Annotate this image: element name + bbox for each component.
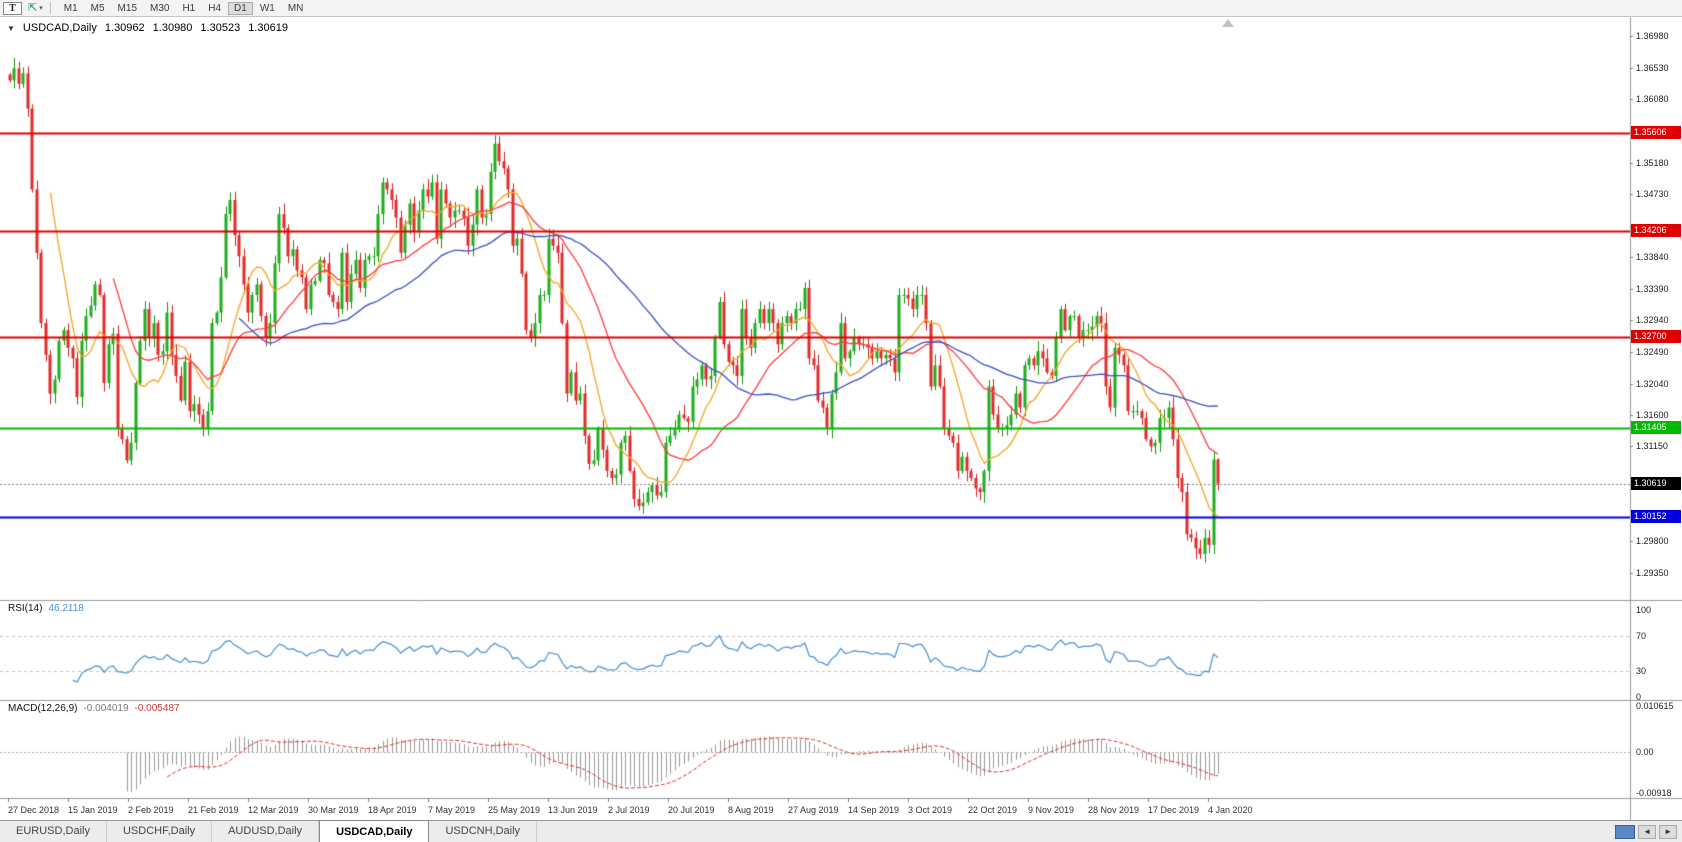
toolbar-separator: [49, 2, 51, 14]
date-axis-label: 4 Jan 2020: [1208, 805, 1253, 815]
rsi-indicator-name: RSI(14): [8, 603, 43, 614]
date-axis-label: 30 Mar 2019: [308, 805, 359, 815]
price-axis-label: 1.29800: [1636, 536, 1669, 547]
timeframe-h4-button[interactable]: H4: [208, 2, 222, 14]
price-axis-label: 1.36530: [1636, 62, 1669, 73]
macd-indicator-name: MACD(12,26,9): [8, 703, 78, 714]
timeframe-m15-button[interactable]: M15: [117, 2, 137, 14]
tab-usdchf-daily[interactable]: USDCHF,Daily: [107, 821, 213, 842]
text-tool-button[interactable]: T: [3, 1, 22, 15]
timeframe-d1-button[interactable]: D1: [228, 1, 253, 15]
price-line-badge: 1.31405: [1631, 421, 1681, 435]
date-axis-label: 22 Oct 2019: [968, 805, 1018, 815]
date-axis-label: 25 May 2019: [488, 805, 541, 815]
price-axis-label: 1.33840: [1636, 251, 1669, 262]
price-line-badge: 1.34206: [1631, 224, 1681, 238]
rsi-axis-label: 30: [1636, 665, 1647, 676]
date-axis-label: 8 Aug 2019: [728, 805, 774, 815]
date-axis-label: 18 Apr 2019: [368, 805, 417, 815]
cursor-tool-icon[interactable]: ⇱: [28, 1, 38, 14]
tab-eurusd-daily[interactable]: EURUSD,Daily: [0, 821, 107, 842]
timeframe-w1-button[interactable]: W1: [259, 2, 275, 14]
date-axis-label: 12 Mar 2019: [248, 805, 299, 815]
macd-indicator-header: MACD(12,26,9) -0.004019 -0.005487: [8, 703, 180, 714]
date-axis-label: 27 Dec 2018: [8, 805, 60, 815]
dropdown-caret-icon[interactable]: ▾: [39, 5, 43, 12]
date-axis-label: 21 Feb 2019: [188, 805, 239, 815]
price-axis-label: 1.36980: [1636, 31, 1669, 41]
macd-axis-label: -0.00918: [1636, 788, 1672, 798]
rsi-indicator-header: RSI(14) 46.2118: [8, 603, 84, 614]
tab-scrollbar: ◄ ►: [1615, 821, 1682, 842]
date-axis-label: 28 Nov 2019: [1088, 805, 1140, 815]
price-line-badge: 1.30619: [1631, 476, 1681, 490]
date-axis-label: 20 Jul 2019: [668, 805, 715, 815]
date-axis-label: 7 May 2019: [428, 805, 476, 815]
tab-usdcad-daily[interactable]: USDCAD,Daily: [319, 820, 430, 842]
tab-scroll-thumb[interactable]: [1615, 824, 1636, 839]
tab-usdcnh-daily[interactable]: USDCNH,Daily: [429, 821, 538, 842]
macd-main-value: -0.004019: [83, 703, 129, 714]
timeframe-m5-button[interactable]: M5: [90, 2, 105, 14]
chart-tab-bar: EURUSD,Daily USDCHF,Daily AUDUSD,Daily U…: [0, 820, 1682, 842]
price-axis-label: 1.31600: [1636, 409, 1669, 420]
ohlc-low-value: 1.30523: [200, 22, 241, 34]
price-axis-label: 1.33390: [1636, 283, 1669, 294]
price-axis-label: 1.32040: [1636, 378, 1669, 389]
date-axis-label: 27 Aug 2019: [788, 805, 839, 815]
timeframe-h1-button[interactable]: H1: [182, 2, 196, 14]
top-toolbar: T ⇱ ▾ M1 M5 M15 M30 H1 H4 D1 W1 MN: [0, 0, 1682, 17]
price-axis-label: 1.31150: [1636, 441, 1668, 452]
rsi-indicator-value: 46.2118: [48, 603, 84, 614]
timeframe-m30-button[interactable]: M30: [150, 2, 170, 14]
price-axis-label: 1.29350: [1636, 567, 1669, 578]
tab-scroll-right-icon[interactable]: ►: [1659, 824, 1677, 839]
rsi-axis-label: 0: [1636, 692, 1642, 702]
ohlc-high-value: 1.30980: [152, 22, 193, 34]
timeframe-mn-button[interactable]: MN: [287, 2, 304, 14]
date-axis-label: 2 Feb 2019: [128, 805, 174, 815]
date-axis-label: 15 Jan 2019: [68, 805, 118, 815]
ohlc-close-value: 1.30619: [248, 22, 288, 34]
price-axis-label: 1.35180: [1636, 157, 1669, 168]
date-axis-label: 13 Jun 2019: [548, 805, 598, 815]
price-axis-label: 1.32490: [1636, 346, 1669, 357]
timeframe-m1-button[interactable]: M1: [63, 2, 78, 14]
date-axis-label: 9 Nov 2019: [1028, 805, 1075, 815]
rsi-axis-label: 70: [1636, 631, 1647, 642]
ohlc-open-value: 1.30962: [104, 22, 145, 34]
tab-scroll-left-icon[interactable]: ◄: [1638, 824, 1657, 839]
rsi-axis-label: 100: [1636, 605, 1652, 615]
price-line-badge: 1.32700: [1631, 330, 1681, 344]
macd-axis-label: 0.00: [1636, 747, 1654, 757]
macd-axis-label: 0.010615: [1636, 701, 1674, 711]
price-axis-label: 1.36080: [1636, 94, 1669, 105]
symbol-dropdown-icon[interactable]: ▼: [7, 23, 15, 33]
price-axis-label: 1.34730: [1636, 189, 1669, 200]
date-axis-label: 2 Jul 2019: [608, 805, 650, 815]
macd-signal-value: -0.005487: [134, 703, 180, 714]
date-axis-label: 14 Sep 2019: [848, 805, 900, 815]
chart-title: ▼ USDCAD,Daily 1.30962 1.30980 1.30523 1…: [7, 22, 288, 34]
symbol-label: USDCAD,Daily: [22, 22, 97, 34]
price-line-badge: 1.30152: [1631, 509, 1681, 523]
date-axis-label: 17 Dec 2019: [1148, 805, 1200, 815]
price-axis-label: 1.32940: [1636, 315, 1669, 326]
date-axis-label: 3 Oct 2019: [908, 805, 953, 815]
price-line-badge: 1.35606: [1631, 125, 1681, 139]
tab-audusd-daily[interactable]: AUDUSD,Daily: [212, 821, 320, 842]
